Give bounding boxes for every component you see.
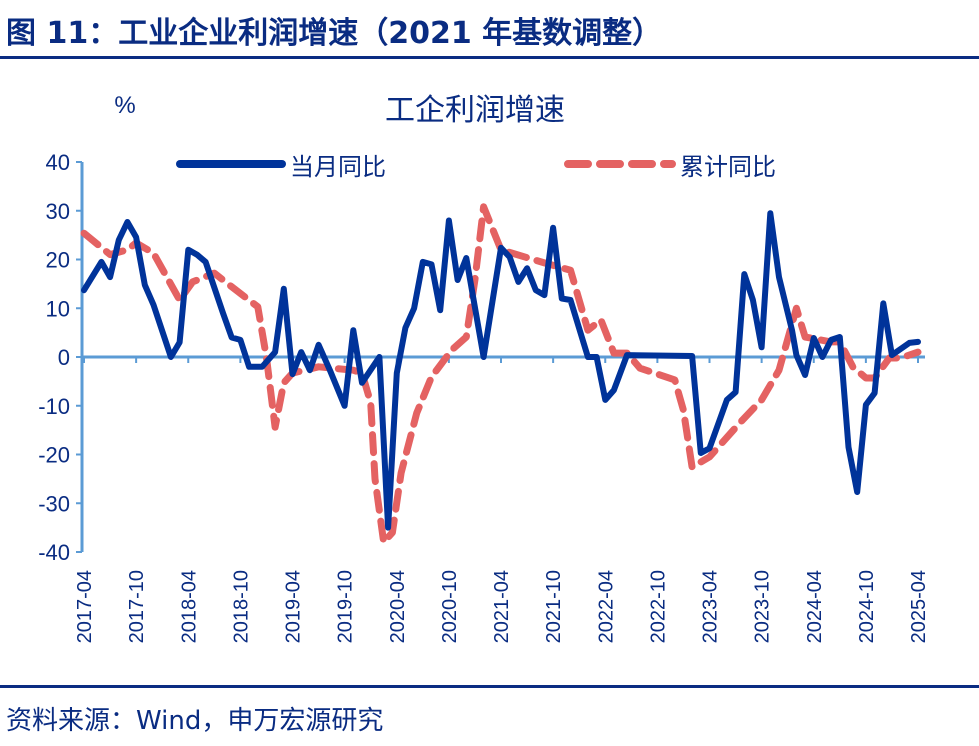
footer-divider xyxy=(0,685,979,688)
x-tick-label: 2024-04 xyxy=(804,570,826,643)
x-tick-label: 2023-10 xyxy=(752,570,774,643)
series-line-cumulative xyxy=(80,203,922,546)
chart-title: 工企利润增速 xyxy=(385,94,565,127)
y-tick-label: -30 xyxy=(38,491,70,516)
legend-label-monthly: 当月同比 xyxy=(290,154,386,181)
y-tick-label: -10 xyxy=(38,394,70,419)
x-tick-label: 2022-10 xyxy=(647,570,669,643)
chart: 工企利润增速 % 当月同比 累计同比 40 30 20 10 0 -10 -20 -30 -40… xyxy=(38,92,930,643)
series-line-monthly xyxy=(81,210,921,531)
x-tick-label: 2020-10 xyxy=(439,570,461,643)
x-tick-label: 2019-04 xyxy=(283,570,305,643)
x-tick-label: 2019-10 xyxy=(335,570,357,643)
legend: 当月同比 累计同比 xyxy=(176,154,776,181)
y-axis-label: % xyxy=(114,92,135,119)
x-tick-label: 2017-04 xyxy=(74,570,96,643)
x-tick-label: 2018-10 xyxy=(230,570,252,643)
y-tick-label: 30 xyxy=(46,199,70,224)
y-tick-label: 20 xyxy=(46,248,70,273)
legend-label-cumulative: 累计同比 xyxy=(680,154,776,181)
x-tick-label: 2025-04 xyxy=(908,570,930,643)
source-note: 资料来源：Wind，申万宏源研究 xyxy=(6,706,384,736)
y-tick-label: 0 xyxy=(58,345,70,370)
y-tick-label: 10 xyxy=(46,296,70,321)
x-tick-label: 2017-10 xyxy=(126,570,148,643)
x-tick-label: 2020-04 xyxy=(387,570,409,643)
x-tick-label: 2018-04 xyxy=(178,570,200,643)
x-tick-label: 2024-10 xyxy=(856,570,878,643)
x-tick-label: 2021-04 xyxy=(491,570,513,643)
x-tick-label: 2023-04 xyxy=(700,570,722,643)
y-tick-label: -40 xyxy=(38,540,70,565)
y-tick-label: -20 xyxy=(38,443,70,468)
figure-title: 图 11：工业企业利润增速（2021 年基数调整） xyxy=(6,16,663,51)
x-tick-label: 2022-04 xyxy=(595,570,617,643)
title-divider xyxy=(0,56,979,59)
y-tick-label: 40 xyxy=(46,150,70,175)
x-tick-label: 2021-10 xyxy=(543,570,565,643)
